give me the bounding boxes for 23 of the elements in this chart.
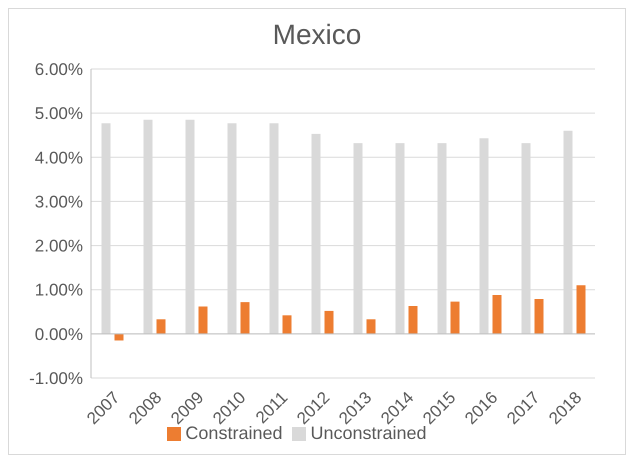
y-tick-label: 2.00% (34, 236, 83, 256)
bar (156, 319, 166, 334)
bar (114, 334, 124, 340)
y-tick-label: 6.00% (34, 60, 83, 80)
bar (450, 302, 460, 334)
y-tick-label: 4.00% (34, 148, 83, 168)
y-tick-label: 1.00% (34, 280, 83, 300)
y-tick-label: 3.00% (34, 192, 83, 212)
bar (198, 306, 208, 334)
bar (282, 315, 292, 334)
y-tick-label: 5.00% (34, 104, 83, 124)
bar (324, 310, 334, 334)
bar (366, 319, 376, 334)
y-tick-label: 0.00% (34, 324, 83, 344)
y-tick-label: -1.00% (29, 369, 83, 388)
bar (576, 285, 586, 334)
bar (534, 298, 544, 334)
legend-label: Constrained (185, 423, 282, 443)
bar (240, 302, 250, 334)
legend-label: Unconstrained (310, 423, 427, 443)
chart-title: Mexico (272, 18, 362, 52)
bar (492, 295, 502, 334)
bar (408, 306, 418, 334)
